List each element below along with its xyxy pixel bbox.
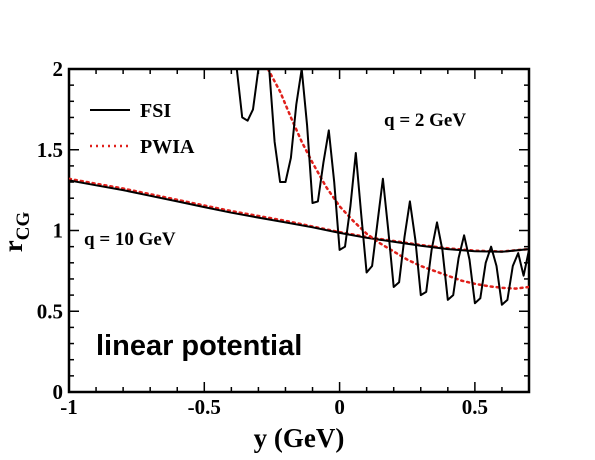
tick-labels: -1 -0.5 0 0.5 0 0.5 1 1.5 2 xyxy=(37,57,488,419)
y-tick-label: 2 xyxy=(53,57,64,81)
y-tick-label: 1.5 xyxy=(37,138,63,162)
y-axis-title-main: r xyxy=(0,240,28,252)
y-axis-title-group: rCG xyxy=(0,212,34,253)
series-layer xyxy=(69,69,529,306)
axis-ticks xyxy=(68,68,530,393)
x-tick-label: 0 xyxy=(334,395,345,419)
annotation-q-high: q = 10 GeV xyxy=(84,229,176,250)
series-line-fsi-q10 xyxy=(69,179,529,253)
series-line-fsi-q2 xyxy=(235,69,529,306)
x-tick-label: -0.5 xyxy=(188,395,221,419)
legend-label-fsi: FSI xyxy=(140,100,171,122)
x-axis-title: y (GeV) xyxy=(254,423,345,453)
annotation-q-low: q = 2 GeV xyxy=(384,110,466,131)
x-tick-label: 0.5 xyxy=(462,395,488,419)
series-line-pwia-q2 xyxy=(266,69,529,290)
legend-label-pwia: PWIA xyxy=(140,136,195,158)
annotation-potential: linear potential xyxy=(96,330,302,362)
y-axis-title: rCG xyxy=(0,212,34,253)
y-tick-label: 0 xyxy=(53,380,64,404)
y-tick-label: 1 xyxy=(53,219,64,243)
legend: FSI PWIA xyxy=(90,100,195,158)
y-axis-title-subscript: CG xyxy=(13,212,34,241)
y-tick-label: 0.5 xyxy=(37,299,63,323)
x-tick-label: -1 xyxy=(60,395,78,419)
